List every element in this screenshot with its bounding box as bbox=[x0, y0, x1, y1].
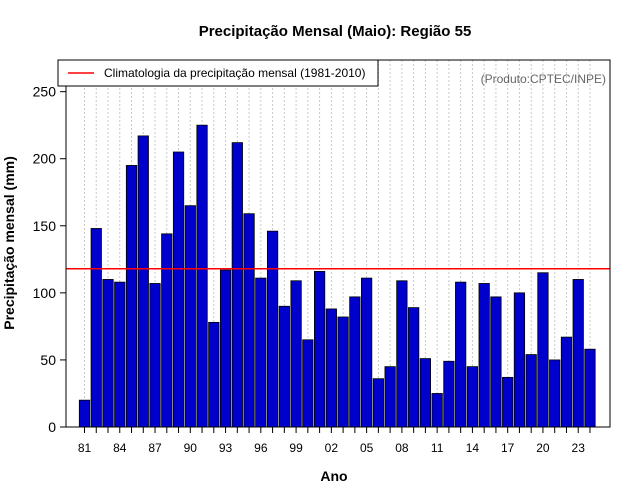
y-tick-label: 200 bbox=[33, 151, 57, 167]
bar-series bbox=[78, 124, 596, 428]
x-tick-label: 20 bbox=[536, 441, 550, 455]
x-axis-label: Ano bbox=[320, 468, 347, 484]
y-axis-label: Precipitação mensal (mm) bbox=[1, 156, 17, 330]
chart-title: Precipitação Mensal (Maio): Região 55 bbox=[199, 23, 472, 40]
bar-98 bbox=[278, 305, 290, 428]
bar-22 bbox=[560, 336, 573, 428]
bar-95 bbox=[243, 213, 255, 428]
bar-88 bbox=[161, 233, 173, 428]
bar-90 bbox=[184, 205, 196, 428]
bar-20 bbox=[537, 272, 549, 428]
bar-04 bbox=[349, 296, 361, 428]
x-tick-label: 93 bbox=[219, 441, 233, 455]
bar-09 bbox=[408, 307, 420, 428]
bar-94 bbox=[231, 142, 243, 428]
x-tick-label: 17 bbox=[501, 441, 515, 455]
bar-07 bbox=[384, 366, 396, 428]
bar-93 bbox=[219, 269, 232, 428]
legend-label: Climatologia da precipitação mensal (198… bbox=[104, 66, 365, 80]
legend: Climatologia da precipitação mensal (198… bbox=[57, 59, 379, 87]
bar-24 bbox=[584, 348, 596, 428]
bar-23 bbox=[572, 279, 584, 428]
bar-89 bbox=[172, 151, 185, 428]
x-tick-label: 99 bbox=[289, 441, 303, 455]
x-tick-label: 02 bbox=[325, 441, 339, 455]
bar-96 bbox=[255, 277, 267, 428]
x-tick-label: 11 bbox=[431, 441, 444, 455]
bar-83 bbox=[102, 279, 114, 428]
x-tick-label: 14 bbox=[466, 441, 480, 455]
bar-81 bbox=[78, 399, 91, 428]
y-axis: 0 50 100 150 200 250 bbox=[33, 84, 66, 435]
bar-84 bbox=[114, 281, 126, 428]
bar-00 bbox=[302, 339, 314, 428]
bar-99 bbox=[290, 280, 302, 428]
bar-91 bbox=[196, 124, 208, 428]
x-tick-label: 81 bbox=[78, 441, 92, 455]
y-tick-label: 150 bbox=[33, 218, 57, 234]
bar-87 bbox=[149, 283, 161, 428]
bar-13 bbox=[455, 281, 467, 428]
bar-17 bbox=[502, 376, 514, 428]
bar-11 bbox=[431, 393, 443, 428]
x-tick-label: 96 bbox=[254, 441, 268, 455]
bar-14 bbox=[466, 366, 479, 428]
bar-97 bbox=[266, 230, 279, 428]
x-tick-label: 08 bbox=[395, 441, 409, 455]
bar-21 bbox=[549, 359, 561, 428]
bar-02 bbox=[325, 308, 337, 428]
bar-92 bbox=[208, 321, 220, 428]
x-tick-label: 23 bbox=[572, 441, 586, 455]
x-tick-label: 87 bbox=[148, 441, 162, 455]
bar-06 bbox=[372, 378, 384, 428]
bar-86 bbox=[137, 135, 149, 428]
bar-18 bbox=[513, 292, 526, 428]
x-tick-label: 84 bbox=[113, 441, 127, 455]
y-tick-label: 0 bbox=[48, 419, 56, 435]
bar-82 bbox=[90, 228, 102, 428]
bar-10 bbox=[419, 358, 431, 428]
x-axis: 81 84 87 90 93 96 99 02 05 08 11 14 17 20 23 bbox=[78, 427, 591, 455]
x-tick-label: 90 bbox=[184, 441, 198, 455]
x-tick-label: 05 bbox=[360, 441, 374, 455]
y-tick-label: 100 bbox=[33, 285, 57, 301]
y-tick-label: 50 bbox=[40, 352, 56, 368]
bar-19 bbox=[525, 354, 537, 428]
bar-08 bbox=[396, 280, 408, 428]
legend-box bbox=[57, 59, 379, 87]
y-tick-label: 250 bbox=[33, 84, 57, 100]
credit-text: (Produto:CPTEC/INPE) bbox=[481, 72, 606, 86]
bar-85 bbox=[125, 165, 138, 428]
bar-16 bbox=[490, 296, 502, 428]
bar-05 bbox=[361, 277, 373, 428]
bar-15 bbox=[478, 283, 490, 428]
bar-03 bbox=[337, 316, 349, 428]
bar-12 bbox=[443, 360, 455, 428]
bar-01 bbox=[313, 270, 326, 428]
